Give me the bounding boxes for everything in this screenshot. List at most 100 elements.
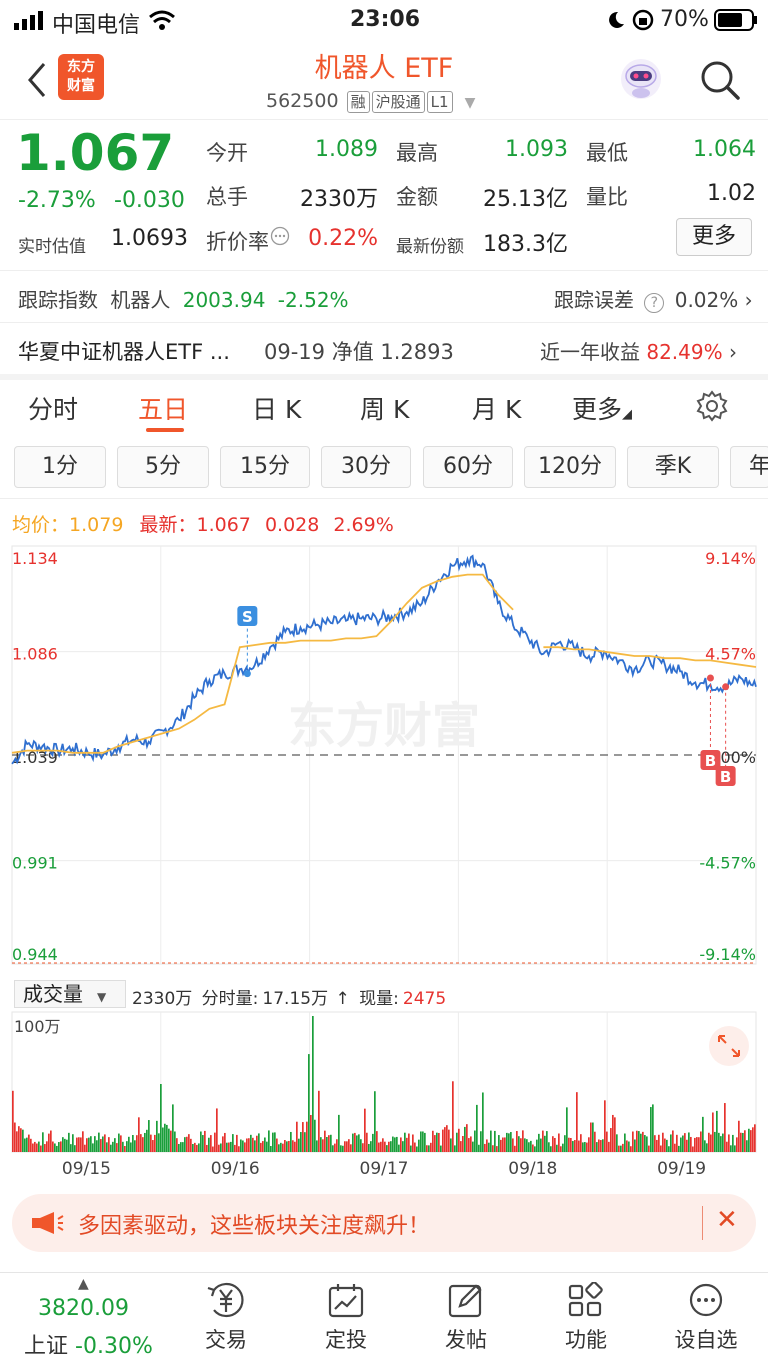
volume-bar (84, 1144, 86, 1152)
volume-bar (494, 1130, 496, 1152)
volume-bar (338, 1114, 340, 1152)
amount-value: 25.13亿 (483, 187, 568, 212)
nav-post[interactable]: 发帖 (416, 1282, 516, 1354)
low-label: 最低 (586, 141, 628, 165)
volume-bar (434, 1135, 436, 1152)
volume-bar (750, 1130, 752, 1152)
expand-up-icon[interactable]: ▲ (78, 1276, 89, 1292)
volume-bar (272, 1132, 274, 1152)
interval-year-k[interactable]: 年 (730, 446, 768, 488)
volume-bar (26, 1137, 28, 1152)
volume-bar (326, 1136, 328, 1152)
interval-60m[interactable]: 60分 (423, 446, 513, 488)
volume-bar (754, 1124, 756, 1152)
help-icon[interactable]: ? (644, 293, 665, 313)
volume-bar (636, 1130, 638, 1152)
volume-selector[interactable]: 成交量 ▼ (14, 980, 126, 1008)
interval-120m[interactable]: 120分 (524, 446, 616, 488)
volume-bar (270, 1146, 272, 1152)
volume-bar (284, 1140, 286, 1152)
tab-daily-k[interactable]: 日 K (252, 395, 302, 424)
back-icon[interactable] (24, 60, 48, 100)
change-pct: -2.73% (18, 188, 96, 213)
volume-bar (306, 1121, 308, 1152)
volume-bar (714, 1131, 716, 1152)
tracking-pct: -2.52% (277, 288, 349, 312)
fund-name[interactable]: 华夏中证机器人ETF ... (18, 340, 230, 364)
interval-15m[interactable]: 15分 (220, 446, 310, 488)
volume-bar (578, 1140, 580, 1152)
volume-bar (140, 1134, 142, 1152)
volume-bar (290, 1131, 292, 1152)
robot-avatar-icon[interactable] (616, 54, 666, 104)
tracking-row[interactable]: 跟踪指数 机器人 2003.94 -2.52% (18, 284, 349, 313)
more-button[interactable]: 更多 (676, 218, 752, 256)
nav-trade[interactable]: 交易 (176, 1282, 276, 1354)
index-pct: -0.30% (75, 1334, 153, 1359)
volume-bar (442, 1129, 444, 1152)
amount-label: 金额 (396, 185, 438, 209)
volume-bar (158, 1133, 160, 1152)
tracking-index: 机器人 (110, 288, 171, 312)
volume-bar (534, 1146, 536, 1152)
promo-banner[interactable]: 多因素驱动，这些板块关注度飙升！ ✕ (12, 1194, 756, 1252)
volume-chart[interactable]: 100万 09/15 09/16 09/17 09/18 09/19 (0, 1010, 768, 1186)
volume-bar (312, 1016, 314, 1152)
volume-bar (628, 1141, 630, 1152)
close-icon[interactable]: ✕ (716, 1205, 738, 1235)
volume-bar (430, 1142, 432, 1152)
volume-bar (92, 1143, 94, 1152)
volume-bar (600, 1140, 602, 1152)
stock-code-row: 562500 融沪股通 L1 ▼ (266, 90, 475, 113)
volume-bar (224, 1132, 226, 1152)
volume-bar (334, 1143, 336, 1152)
expand-button[interactable] (709, 1026, 749, 1066)
volume-bar (70, 1144, 72, 1152)
volume-bar (602, 1139, 604, 1152)
volume-bar (512, 1138, 514, 1152)
tab-intraday[interactable]: 分时 (28, 395, 79, 424)
index-value[interactable]: 3820.09 (38, 1296, 129, 1321)
tab-more[interactable]: 更多◢ (572, 395, 633, 424)
x-tick-label: 09/18 (508, 1159, 557, 1179)
y-tick-right: -4.57% (699, 854, 756, 873)
volume-bar (402, 1141, 404, 1152)
index-row[interactable]: 上证 -0.30% (24, 1328, 153, 1360)
volume-bar (662, 1132, 664, 1152)
volume-bar (584, 1142, 586, 1152)
fund-yield-value: 82.49% (646, 340, 723, 364)
volume-bar (208, 1137, 210, 1152)
yen-icon (207, 1282, 244, 1318)
nav-functions[interactable]: 功能 (536, 1282, 636, 1354)
nav-add-watchlist[interactable]: 设自选 (656, 1282, 756, 1354)
interval-30m[interactable]: 30分 (321, 446, 411, 488)
nav-fixed-invest[interactable]: 定投 (296, 1282, 396, 1354)
volume-bar (682, 1135, 684, 1152)
interval-5m[interactable]: 5分 (117, 446, 209, 488)
settings-icon[interactable] (696, 390, 728, 422)
volume-bar (56, 1145, 58, 1152)
volume-bar (220, 1143, 222, 1152)
tab-weekly-k[interactable]: 周 K (360, 395, 410, 424)
info-icon[interactable] (270, 226, 290, 246)
volume-bar (262, 1141, 264, 1152)
tracking-error-row[interactable]: 跟踪误差 ? 0.02% › (554, 284, 753, 313)
volume-bar (152, 1140, 154, 1152)
interval-1m[interactable]: 1分 (14, 446, 106, 488)
fund-yield-row[interactable]: 近一年收益 82.49% › (540, 336, 737, 365)
tab-monthly-k[interactable]: 月 K (472, 395, 522, 424)
volume-bar (466, 1124, 468, 1152)
price-chart[interactable]: 东方财富1.1341.0861.0390.9910.9449.14%4.57%0… (0, 540, 768, 976)
volume-bar (448, 1129, 450, 1152)
dropdown-icon[interactable]: ▼ (464, 95, 476, 111)
volume-bar (328, 1135, 330, 1152)
interval-quarter-k[interactable]: 季K (627, 446, 719, 488)
volume-bar (420, 1131, 422, 1152)
volume-bar (228, 1142, 230, 1152)
volume-bar (172, 1104, 174, 1152)
volume-bar (718, 1132, 720, 1152)
search-icon[interactable] (698, 58, 742, 102)
volume-bar (496, 1146, 498, 1152)
volume-bar (620, 1145, 622, 1152)
tab-five-day[interactable]: 五日 (138, 395, 189, 424)
